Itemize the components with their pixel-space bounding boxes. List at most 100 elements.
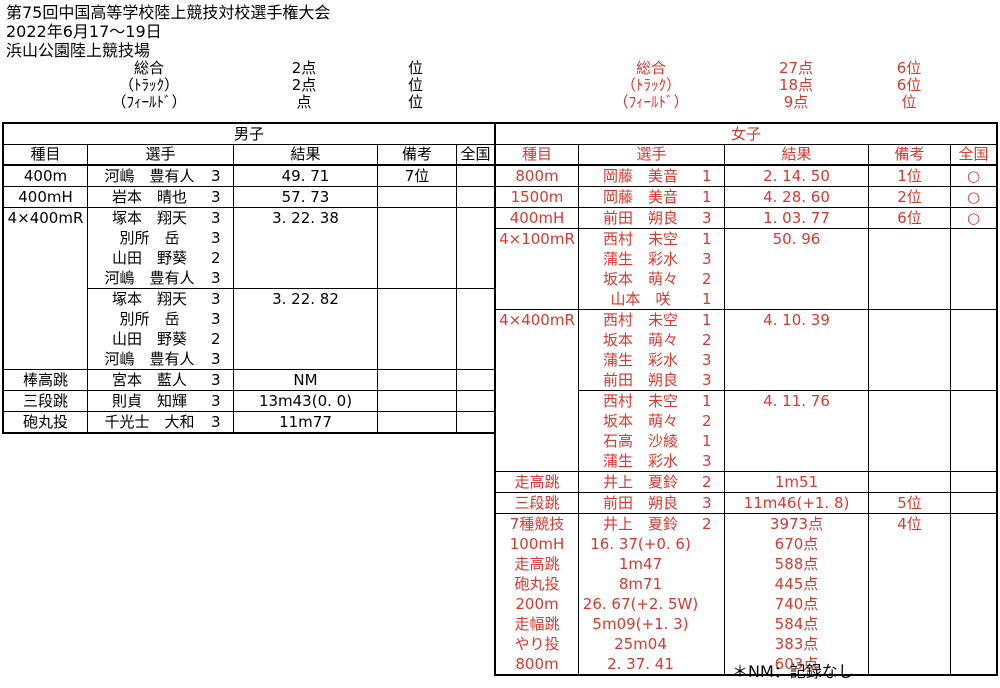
athlete-name: 岡藤 美音 (602, 188, 678, 206)
summary-rank: 6位 (896, 76, 922, 94)
athlete-grade: 2 (702, 412, 712, 430)
athlete-cell: 西村 未空 1 坂本 萌々 2 蒲生 彩水 3 前田 朔良 3 (579, 310, 725, 390)
athlete-line: 前田 朔良 3 (579, 370, 724, 390)
athlete-grade (702, 654, 724, 674)
national-cell-value (457, 208, 494, 228)
athlete-name: 石高 沙綾 (602, 432, 678, 450)
athlete-cell: 岡藤 美音 1 (579, 187, 725, 207)
remarks-cell-value (378, 289, 456, 309)
athlete-line: 山田 野葵 2 (88, 329, 233, 349)
remarks-cell-value: 2位 (897, 188, 922, 206)
athlete-line: 則貞 知輝 3 (88, 391, 233, 411)
event-label: 走高跳 (514, 555, 560, 573)
athlete-line: 塚本 翔天 3 (88, 208, 233, 228)
section-body: 前田 朔良 3 11m46(+1. 8) 5位 (579, 493, 996, 513)
national-cell (951, 391, 996, 471)
event-section: 1500m 岡藤 美音 1 4. 28. 60 2位 ○ (496, 186, 996, 207)
remarks-cell: 6位 (869, 208, 951, 228)
event-label: 棒高跳 (22, 371, 68, 389)
athlete-line: 井上 夏鈴 2 (579, 472, 724, 492)
athlete-cell: 西村 未空 1 坂本 萌々 2 石高 沙綾 1 蒲生 彩水 3 (579, 391, 725, 471)
event-label: 400mH (18, 188, 73, 206)
national-cell (457, 166, 494, 186)
column-header: 選手 (88, 145, 234, 164)
event-label: 800m (515, 655, 559, 673)
athlete-name: 岡藤 美音 (602, 167, 678, 185)
athlete-grade: 1 (702, 230, 712, 248)
event-section: 三段跳 則貞 知輝 3 13m43(0. 0) (4, 390, 494, 411)
column-header: 全国 (958, 145, 989, 163)
summary-label: （ﾄﾗｯｸ） (620, 76, 681, 94)
column-header: 備考 (869, 145, 951, 164)
athlete-line: 坂本 萌々 2 (579, 411, 724, 431)
competition-venue: 浜山公園陸上競技場 (6, 41, 151, 60)
athlete-grade: 3 (211, 209, 221, 227)
athlete-line: 前田 朔良 3 (579, 208, 724, 228)
athlete-line: 塚本 翔天 3 (88, 289, 233, 309)
athlete-cell: 岡藤 美音 1 (579, 166, 725, 186)
athlete-name: 宮本 藍人 (111, 371, 187, 389)
event-label: 砲丸投 (514, 575, 560, 593)
event-label: 走高跳 (514, 473, 560, 491)
athlete-name: 河嶋 豊有人 (104, 167, 195, 185)
athlete-grade (702, 554, 724, 574)
athlete-grade: 3 (211, 269, 221, 287)
athlete-name: 蒲生 彩水 (602, 351, 678, 369)
athlete-line: 蒲生 彩水 3 (579, 451, 724, 471)
athlete-grade (702, 594, 724, 614)
result-cell-value: 445点 (774, 575, 819, 593)
remarks-cell-value (869, 472, 950, 492)
athlete-line: 坂本 萌々 2 (579, 330, 724, 350)
event-label: 三段跳 (514, 494, 560, 512)
summary-row-field: （ﾌｨｰﾙﾄﾞ） 点 位 (2, 94, 455, 111)
athlete-grade: 3 (211, 188, 221, 206)
event-label: 200m (515, 595, 559, 613)
athlete-line: 河嶋 豊有人 3 (88, 166, 233, 186)
result-cell-value: 49. 71 (281, 167, 330, 185)
summary-label: （ﾄﾗｯｸ） (118, 76, 179, 94)
national-cell (951, 472, 996, 492)
athlete-cell: 宮本 藍人 3 (88, 370, 234, 390)
result-cell-value: 584点 (774, 615, 819, 633)
event-label: 三段跳 (22, 392, 68, 410)
athlete-grade: 3 (702, 452, 712, 470)
remarks-cell-value (869, 310, 950, 330)
athlete-name: 塚本 翔天 (111, 209, 187, 227)
athlete-grade: 3 (211, 167, 221, 185)
athlete-grade: 3 (702, 209, 712, 227)
national-cell-value: ○ (966, 188, 981, 206)
athlete-line: 河嶋 豊有人 3 (88, 349, 233, 369)
remarks-cell (869, 472, 951, 492)
result-cell: 3. 22. 38 (234, 208, 378, 288)
national-cell: ○ (951, 187, 996, 207)
national-cell: ○ (951, 166, 996, 186)
event-label: 800m (515, 167, 559, 185)
column-header: 種目 (4, 145, 88, 164)
national-cell (457, 391, 494, 411)
athlete-name: 坂本 萌々 (602, 270, 678, 288)
result-cell-value: 740点 (774, 595, 819, 613)
result-cell: 4. 28. 60 (725, 187, 869, 207)
national-cell-value (951, 514, 996, 534)
national-cell-value: ○ (966, 167, 981, 185)
athlete-line: 蒲生 彩水 3 (579, 350, 724, 370)
result-cell-value: 11m46(+1. 8) (743, 494, 850, 512)
section-body: 西村 未空 1 蒲生 彩水 3 坂本 萌々 2 山本 咲 1 50. 96 (579, 229, 996, 309)
result-cell: 1m51 (725, 472, 869, 492)
athlete-name: 山田 野葵 (111, 249, 187, 267)
athlete-grade: 3 (702, 371, 712, 389)
nm-legend-note: ＊NM：記録なし (732, 662, 854, 681)
team-score-summary-women: 総合 27点 6位 （ﾄﾗｯｸ） 18点 6位 （ﾌｨｰﾙﾄﾞ） 9点 位 (494, 60, 950, 111)
athlete-name: 西村 未空 (602, 230, 678, 248)
national-cell-value (457, 391, 494, 411)
event-cell: 1500m (496, 187, 579, 207)
team-row: 則貞 知輝 3 13m43(0. 0) (88, 391, 494, 411)
athlete-line: 別所 岳 3 (88, 309, 233, 329)
national-cell (457, 289, 494, 369)
athlete-grade: 1 (702, 392, 712, 410)
athlete-cell: 塚本 翔天 3 別所 岳 3 山田 野葵 2 河嶋 豊有人 3 (88, 208, 234, 288)
column-header: 備考 (378, 145, 457, 164)
athlete-line: 2. 37. 41 (579, 654, 724, 674)
remarks-cell (869, 229, 951, 309)
athlete-grade: 2 (211, 330, 221, 348)
